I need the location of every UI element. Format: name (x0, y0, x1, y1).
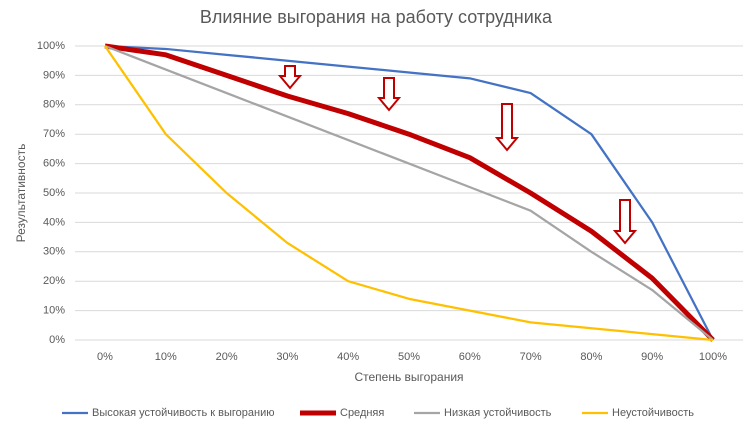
y-tick-label: 20% (43, 275, 65, 287)
x-axis-title: Степень выгорания (354, 370, 463, 384)
legend-label: Высокая устойчивость к выгоранию (92, 407, 274, 419)
y-tick-label: 50% (43, 187, 65, 199)
y-tick-label: 90% (43, 69, 65, 81)
annotation-arrow (376, 77, 402, 112)
series-line (104, 43, 715, 342)
y-tick-label: 70% (43, 128, 65, 140)
x-tick-label: 0% (97, 351, 113, 363)
x-tick-label: 40% (337, 351, 359, 363)
series-line (104, 45, 714, 342)
y-tick-label: 80% (43, 99, 65, 111)
x-tick-label: 60% (459, 351, 481, 363)
legend-label: Средняя (340, 407, 384, 419)
chart-title: Влияние выгорания на работу сотрудника (200, 7, 553, 27)
x-tick-label: 30% (276, 351, 298, 363)
legend-label: Низкая устойчивость (444, 407, 552, 419)
y-tick-label: 0% (49, 334, 65, 346)
y-tick-label: 30% (43, 246, 65, 258)
x-tick-label: 10% (155, 351, 177, 363)
y-tick-label: 40% (43, 216, 65, 228)
x-tick-label: 50% (398, 351, 420, 363)
legend-label: Неустойчивость (612, 407, 694, 419)
x-tick-label: 90% (641, 351, 663, 363)
series-line (104, 44, 714, 341)
annotation-arrow (612, 199, 638, 245)
x-tick-label: 20% (216, 351, 238, 363)
y-tick-label: 60% (43, 158, 65, 170)
series-line (104, 44, 714, 341)
y-tick-label: 10% (43, 305, 65, 317)
y-axis-title: Результативность (14, 144, 28, 243)
y-tick-label: 100% (37, 40, 65, 52)
x-tick-label: 80% (580, 351, 602, 363)
x-tick-label: 70% (520, 351, 542, 363)
annotation-arrow (277, 65, 303, 90)
annotation-arrow (494, 103, 520, 152)
x-tick-label: 100% (699, 351, 727, 363)
